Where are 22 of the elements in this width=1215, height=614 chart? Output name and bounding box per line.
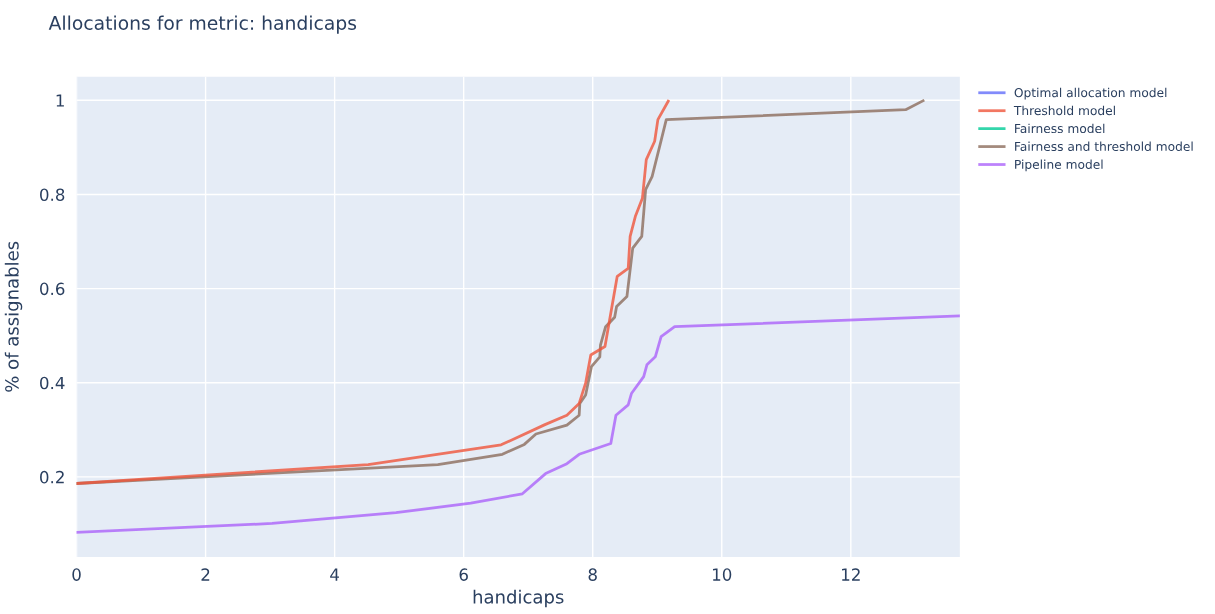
- y-axis-title: % of assignables: [4, 241, 23, 392]
- legend-label: Threshold model: [1013, 105, 1115, 116]
- y-tick-label: 0.6: [40, 282, 65, 296]
- x-tick-label: 8: [588, 568, 597, 581]
- legend-label: Pipeline model: [1015, 159, 1103, 172]
- y-tick-label: 0.4: [40, 376, 65, 390]
- x-tick-label: 4: [330, 568, 339, 581]
- x-tick-label: 6: [459, 568, 468, 581]
- legend-label: Fairness and threshold model: [1015, 141, 1193, 152]
- line-series: [76, 314, 960, 534]
- y-tick-label: 0.8: [40, 188, 65, 201]
- x-tick-label: 2: [201, 568, 210, 581]
- x-tick-label: 0: [72, 568, 81, 581]
- y-tick-label: 1: [56, 94, 64, 107]
- x-axis-title: handicaps: [473, 589, 564, 608]
- x-tick-label: 10: [712, 568, 732, 581]
- y-tick-label: 0.2: [40, 470, 64, 484]
- x-tick-label: 12: [842, 568, 860, 581]
- chart-title: Allocations for metric: handicaps: [48, 15, 357, 34]
- legend-label: Fairness model: [1015, 123, 1105, 134]
- line-series: [76, 99, 670, 485]
- legend-label: Optimal allocation model: [1014, 87, 1167, 100]
